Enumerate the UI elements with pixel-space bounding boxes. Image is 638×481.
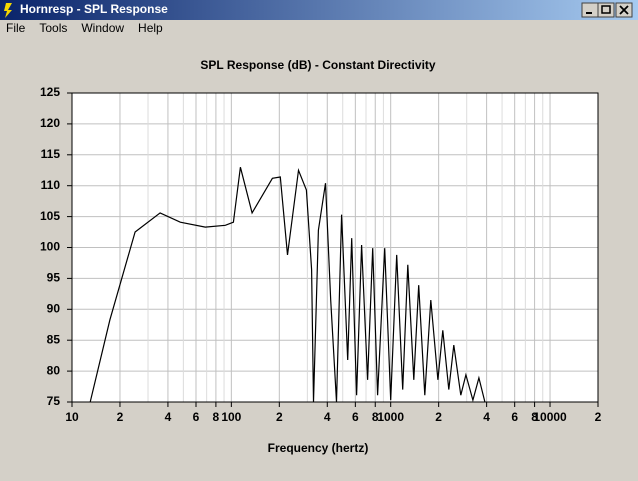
y-tick-label: 80 <box>47 363 61 377</box>
x-tick-label: 6 <box>511 410 518 424</box>
x-tick-label: 4 <box>324 410 331 424</box>
x-tick-label: 4 <box>483 410 490 424</box>
y-tick-label: 75 <box>47 394 61 408</box>
x-tick-label: 2 <box>435 410 442 424</box>
app-icon <box>4 3 12 18</box>
menu-bar: File Tools Window Help <box>6 21 163 35</box>
x-tick-label: 8 <box>213 410 220 424</box>
x-tick-label: 8 <box>531 410 538 424</box>
chart-title: SPL Response (dB) - Constant Directivity <box>200 58 435 72</box>
title-bar <box>0 0 638 20</box>
x-tick-label: 4 <box>165 410 172 424</box>
x-tick-label: 2 <box>117 410 124 424</box>
x-tick-label: 2 <box>595 410 602 424</box>
x-tick-label: 6 <box>352 410 359 424</box>
x-tick-label: 6 <box>193 410 200 424</box>
x-tick-label: 10000 <box>533 410 567 424</box>
y-tick-label: 90 <box>47 301 61 315</box>
menu-item[interactable]: File <box>6 21 26 35</box>
x-tick-label: 10 <box>65 410 79 424</box>
series-group <box>89 167 486 402</box>
menu-item[interactable]: Window <box>81 21 124 35</box>
y-tick-label: 105 <box>40 209 60 223</box>
y-tick-label: 110 <box>41 178 61 192</box>
x-axis-label: Frequency (hertz) <box>268 441 369 455</box>
x-tick-label: 2 <box>276 410 283 424</box>
x-tick-label: 8 <box>372 410 379 424</box>
x-tick-label: 1000 <box>377 410 404 424</box>
maximize-icon <box>601 5 611 14</box>
window-title: Hornresp - SPL Response <box>20 2 168 16</box>
series-line <box>89 167 486 402</box>
y-tick-label: 125 <box>40 85 60 99</box>
close-icon <box>619 5 629 15</box>
x-tick-label: 100 <box>221 410 241 424</box>
y-tick-label: 95 <box>47 271 61 285</box>
y-tick-label: 85 <box>47 332 61 346</box>
y-tick-label: 120 <box>40 116 60 130</box>
y-tick-label: 100 <box>40 240 60 254</box>
y-tick-label: 115 <box>41 147 61 161</box>
maximize-button[interactable] <box>597 2 615 18</box>
menu-item[interactable]: Tools <box>39 21 67 35</box>
menu-item[interactable]: Help <box>138 21 163 35</box>
window-buttons[interactable] <box>581 2 633 18</box>
minimize-button[interactable] <box>581 2 599 18</box>
